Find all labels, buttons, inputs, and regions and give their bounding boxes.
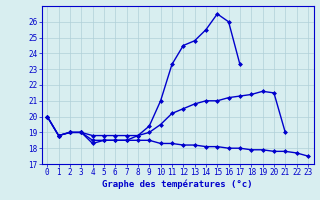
X-axis label: Graphe des températures (°c): Graphe des températures (°c) xyxy=(102,180,253,189)
